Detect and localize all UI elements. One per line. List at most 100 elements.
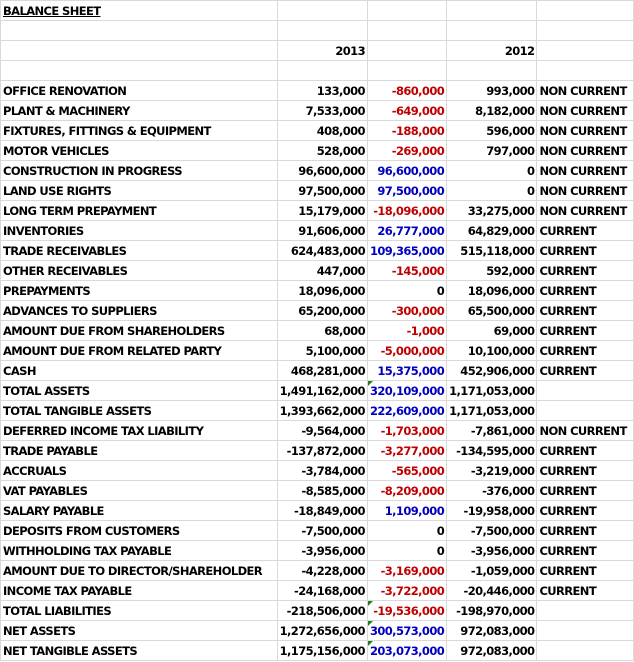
row-label[interactable]: FIXTURES, FITTINGS & EQUIPMENT bbox=[0, 120, 278, 141]
header-2012[interactable]: 2012 bbox=[446, 40, 538, 61]
value-2012[interactable]: 1,171,053,000 bbox=[446, 380, 538, 401]
cell[interactable] bbox=[276, 60, 368, 81]
classification[interactable] bbox=[536, 620, 634, 641]
value-2013[interactable]: -18,849,000 bbox=[276, 500, 368, 521]
value-change[interactable]: 320,109,000 bbox=[366, 380, 448, 401]
value-2013[interactable]: -9,564,000 bbox=[276, 420, 368, 441]
value-2013[interactable]: -218,506,000 bbox=[276, 600, 368, 621]
value-change[interactable]: -3,722,000 bbox=[366, 580, 448, 601]
row-label[interactable]: TOTAL LIABILITIES bbox=[0, 600, 278, 621]
row-label[interactable]: WITHHOLDING TAX PAYABLE bbox=[0, 540, 278, 561]
value-2012[interactable]: 69,000 bbox=[446, 320, 538, 341]
value-2012[interactable]: 972,083,000 bbox=[446, 620, 538, 641]
classification[interactable]: CURRENT bbox=[536, 540, 634, 561]
value-2013[interactable]: 1,393,662,000 bbox=[276, 400, 368, 421]
value-change[interactable]: 0 bbox=[366, 520, 448, 541]
classification[interactable]: NON CURRENT bbox=[536, 100, 634, 121]
row-label[interactable]: LONG TERM PREPAYMENT bbox=[0, 200, 278, 221]
sheet-title[interactable]: BALANCE SHEET bbox=[0, 0, 278, 21]
value-2013[interactable]: 528,000 bbox=[276, 140, 368, 161]
value-change[interactable]: -5,000,000 bbox=[366, 340, 448, 361]
classification[interactable]: NON CURRENT bbox=[536, 120, 634, 141]
cell[interactable] bbox=[536, 0, 634, 21]
classification[interactable]: NON CURRENT bbox=[536, 160, 634, 181]
value-change[interactable]: 97,500,000 bbox=[366, 180, 448, 201]
cell[interactable] bbox=[446, 60, 538, 81]
row-label[interactable]: AMOUNT DUE TO DIRECTOR/SHAREHOLDER bbox=[0, 560, 278, 581]
value-2013[interactable]: -7,500,000 bbox=[276, 520, 368, 541]
value-2012[interactable]: 993,000 bbox=[446, 80, 538, 101]
value-change[interactable]: 222,609,000 bbox=[366, 400, 448, 421]
classification[interactable]: CURRENT bbox=[536, 580, 634, 601]
value-2013[interactable]: -3,784,000 bbox=[276, 460, 368, 481]
row-label[interactable]: NET TANGIBLE ASSETS bbox=[0, 640, 278, 661]
value-2013[interactable]: 15,179,000 bbox=[276, 200, 368, 221]
classification[interactable]: CURRENT bbox=[536, 220, 634, 241]
value-2013[interactable]: 68,000 bbox=[276, 320, 368, 341]
classification[interactable]: CURRENT bbox=[536, 340, 634, 361]
value-change[interactable]: -3,169,000 bbox=[366, 560, 448, 581]
value-2012[interactable]: -7,861,000 bbox=[446, 420, 538, 441]
classification[interactable]: CURRENT bbox=[536, 520, 634, 541]
value-change[interactable]: -565,000 bbox=[366, 460, 448, 481]
value-2012[interactable]: 0 bbox=[446, 160, 538, 181]
classification[interactable]: CURRENT bbox=[536, 300, 634, 321]
row-label[interactable]: PREPAYMENTS bbox=[0, 280, 278, 301]
value-2012[interactable]: 65,500,000 bbox=[446, 300, 538, 321]
row-label[interactable]: TRADE PAYABLE bbox=[0, 440, 278, 461]
value-change[interactable]: 15,375,000 bbox=[366, 360, 448, 381]
value-2012[interactable]: -19,958,000 bbox=[446, 500, 538, 521]
classification[interactable] bbox=[536, 380, 634, 401]
value-2012[interactable]: 1,171,053,000 bbox=[446, 400, 538, 421]
row-label[interactable]: TOTAL ASSETS bbox=[0, 380, 278, 401]
value-change[interactable]: -269,000 bbox=[366, 140, 448, 161]
value-change[interactable]: -3,277,000 bbox=[366, 440, 448, 461]
value-2012[interactable]: -3,956,000 bbox=[446, 540, 538, 561]
classification[interactable]: CURRENT bbox=[536, 480, 634, 501]
row-label[interactable]: PLANT & MACHINERY bbox=[0, 100, 278, 121]
value-change[interactable]: -1,000 bbox=[366, 320, 448, 341]
value-change[interactable]: 203,073,000 bbox=[366, 640, 448, 661]
value-2012[interactable]: 0 bbox=[446, 180, 538, 201]
value-2012[interactable]: -376,000 bbox=[446, 480, 538, 501]
value-2013[interactable]: 408,000 bbox=[276, 120, 368, 141]
value-2012[interactable]: 33,275,000 bbox=[446, 200, 538, 221]
value-2012[interactable]: -7,500,000 bbox=[446, 520, 538, 541]
classification[interactable]: CURRENT bbox=[536, 560, 634, 581]
row-label[interactable]: NET ASSETS bbox=[0, 620, 278, 641]
row-label[interactable]: CONSTRUCTION IN PROGRESS bbox=[0, 160, 278, 181]
value-2012[interactable]: 797,000 bbox=[446, 140, 538, 161]
value-2013[interactable]: 468,281,000 bbox=[276, 360, 368, 381]
classification[interactable]: CURRENT bbox=[536, 240, 634, 261]
row-label[interactable]: MOTOR VEHICLES bbox=[0, 140, 278, 161]
classification[interactable] bbox=[536, 400, 634, 421]
row-label[interactable]: DEFERRED INCOME TAX LIABILITY bbox=[0, 420, 278, 441]
value-2012[interactable]: 596,000 bbox=[446, 120, 538, 141]
value-change[interactable]: -1,703,000 bbox=[366, 420, 448, 441]
row-label[interactable]: INCOME TAX PAYABLE bbox=[0, 580, 278, 601]
classification[interactable]: CURRENT bbox=[536, 280, 634, 301]
value-change[interactable]: -860,000 bbox=[366, 80, 448, 101]
row-label[interactable]: CASH bbox=[0, 360, 278, 381]
value-2013[interactable]: 97,500,000 bbox=[276, 180, 368, 201]
row-label[interactable]: LAND USE RIGHTS bbox=[0, 180, 278, 201]
value-2013[interactable]: 447,000 bbox=[276, 260, 368, 281]
cell[interactable] bbox=[366, 20, 448, 41]
cell[interactable] bbox=[366, 60, 448, 81]
value-2012[interactable]: -198,970,000 bbox=[446, 600, 538, 621]
value-2013[interactable]: 133,000 bbox=[276, 80, 368, 101]
value-2013[interactable]: -24,168,000 bbox=[276, 580, 368, 601]
row-label[interactable]: TRADE RECEIVABLES bbox=[0, 240, 278, 261]
row-label[interactable]: OFFICE RENOVATION bbox=[0, 80, 278, 101]
row-label[interactable]: OTHER RECEIVABLES bbox=[0, 260, 278, 281]
cell[interactable] bbox=[446, 0, 538, 21]
cell[interactable] bbox=[276, 0, 368, 21]
cell[interactable] bbox=[536, 60, 634, 81]
value-2013[interactable]: -137,872,000 bbox=[276, 440, 368, 461]
classification[interactable] bbox=[536, 640, 634, 661]
value-2012[interactable]: -134,595,000 bbox=[446, 440, 538, 461]
value-2013[interactable]: 96,600,000 bbox=[276, 160, 368, 181]
header-2013[interactable]: 2013 bbox=[276, 40, 368, 61]
value-2013[interactable]: -3,956,000 bbox=[276, 540, 368, 561]
value-2012[interactable]: 8,182,000 bbox=[446, 100, 538, 121]
